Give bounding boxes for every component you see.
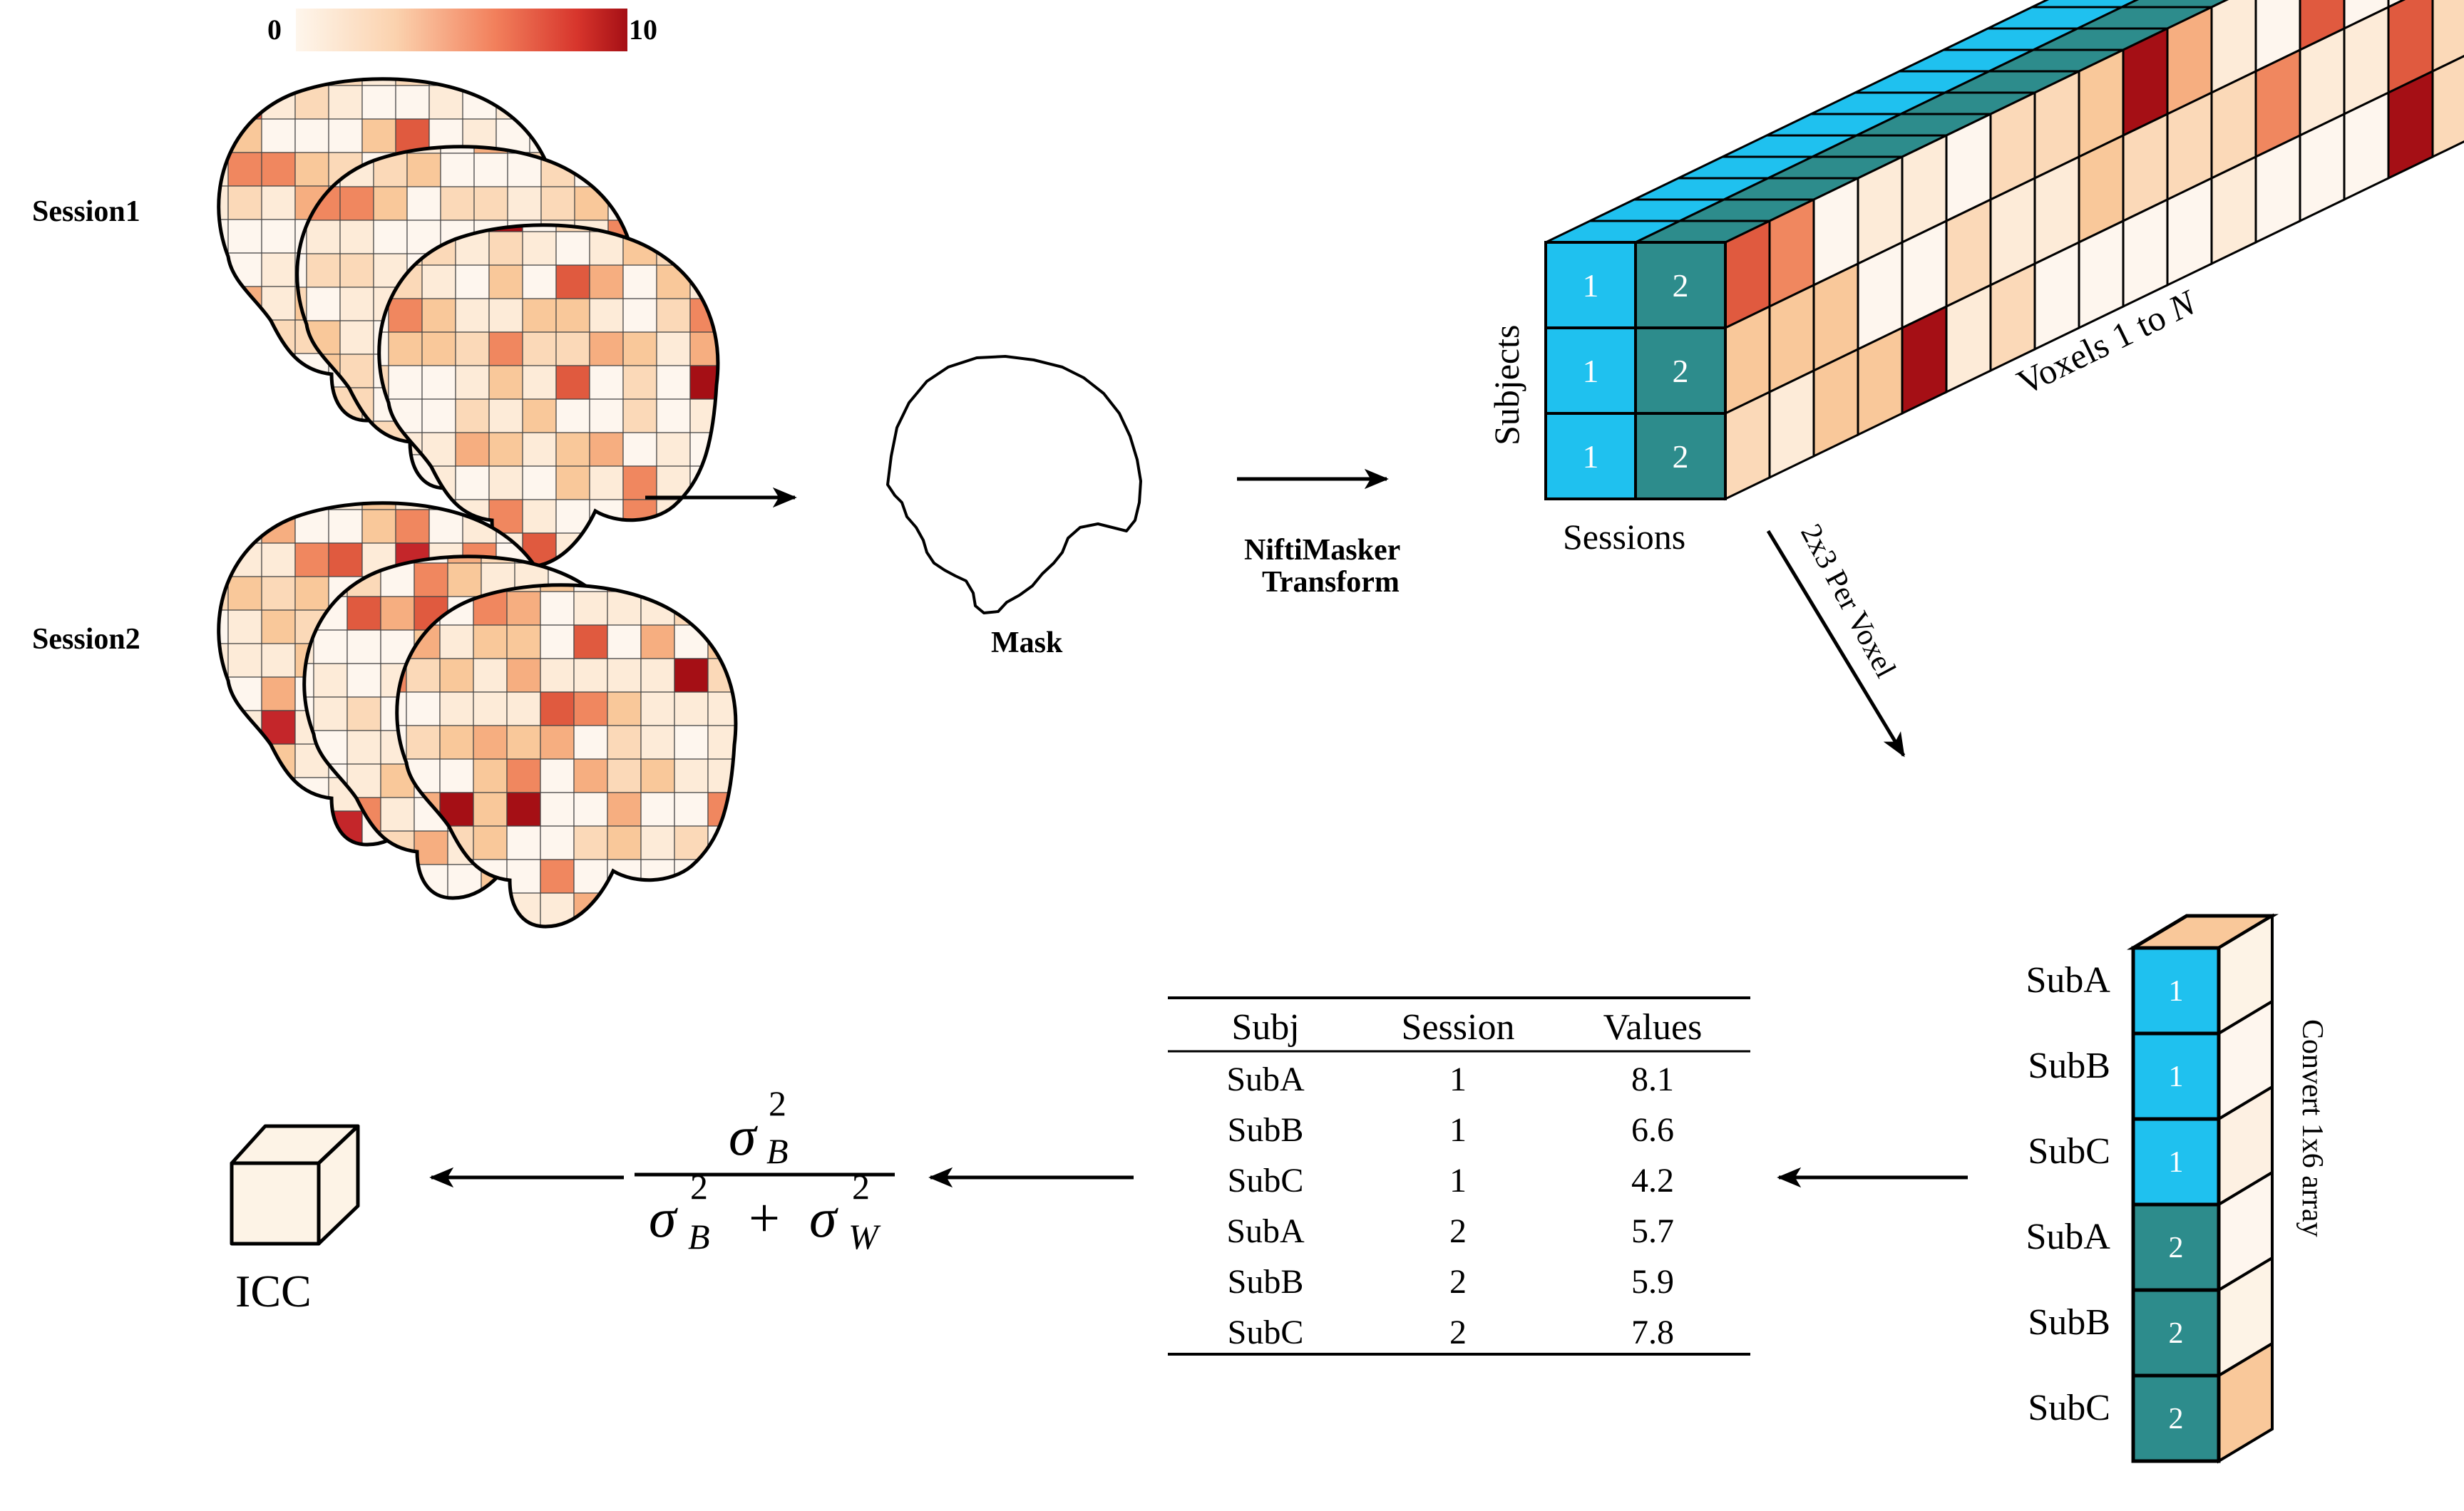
array-row-subject: SubA <box>2026 960 2111 1001</box>
table-cell: SubA <box>1226 1061 1305 1098</box>
array-cell-session: 2 <box>2169 1232 2184 1264</box>
array-row-subject: SubB <box>2028 1046 2110 1086</box>
transform-label-line2: Transform <box>1262 566 1400 599</box>
table-cell: 2 <box>1449 1263 1467 1301</box>
svg-text:2: 2 <box>852 1167 870 1207</box>
table-cell: SubC <box>1228 1162 1304 1200</box>
array-cell-session: 1 <box>2169 975 2184 1008</box>
table-cell: 4.2 <box>1631 1162 1674 1200</box>
table-cell: SubA <box>1226 1212 1305 1250</box>
voxel-session-number: 2 <box>1673 438 1689 475</box>
table-cell: SubB <box>1228 1263 1304 1301</box>
svg-text:+: + <box>749 1187 780 1249</box>
svg-text:σ: σ <box>649 1187 678 1249</box>
formula-numerator: σ 2 B <box>729 1083 789 1171</box>
svg-text:σ: σ <box>729 1105 758 1167</box>
session1-label: Session1 <box>32 195 140 228</box>
array-cell <box>2131 1117 2221 1207</box>
colorbar-min-label: 0 <box>267 14 282 46</box>
voxel-front-face <box>1634 241 1727 329</box>
arrow-per-voxel <box>1766 530 1906 758</box>
brain-slices <box>217 77 738 929</box>
array-1x6: 1 SubA 1 SubB 1 SubC 2 SubA 2 SubB 2 SubC <box>2026 913 2279 1464</box>
array-row-subject: SubC <box>2028 1388 2110 1428</box>
mask-label: Mask <box>991 626 1063 659</box>
table-cell: 5.9 <box>1631 1263 1674 1301</box>
table-cell: 6.6 <box>1631 1111 1674 1149</box>
voxel-session-number: 1 <box>1583 267 1599 304</box>
voxel-front-face <box>1634 412 1727 500</box>
table-cell: 1 <box>1449 1111 1467 1149</box>
array-cell <box>2131 1202 2221 1292</box>
icc-formula: σ 2 B σ 2 B + σ 2 W <box>635 1083 895 1257</box>
colorbar-max-label: 10 <box>629 14 657 46</box>
table-header: Subj <box>1231 1007 1299 1048</box>
array-row-subject: SubB <box>2028 1302 2110 1343</box>
table-cell: SubC <box>1228 1314 1304 1351</box>
formula-denominator: σ 2 B + σ 2 W <box>649 1167 881 1257</box>
icc-cube <box>230 1124 360 1246</box>
table-cell: 5.7 <box>1631 1212 1674 1250</box>
array-row-subject: SubC <box>2028 1131 2110 1172</box>
voxel-session-number: 2 <box>1673 353 1689 389</box>
table-cell: 1 <box>1449 1061 1467 1098</box>
svg-text:2: 2 <box>690 1167 708 1207</box>
array-cell <box>2131 1373 2221 1463</box>
voxel-session-number: 1 <box>1583 438 1599 475</box>
array-cell-session: 2 <box>2169 1317 2184 1350</box>
transform-label-line1: NiftiMasker <box>1244 534 1400 567</box>
voxel-session-number: 1 <box>1583 353 1599 389</box>
voxel-front-face <box>1544 412 1637 500</box>
table-cell: 8.1 <box>1631 1061 1674 1098</box>
svg-text:B: B <box>688 1217 710 1257</box>
svg-text:σ: σ <box>809 1187 838 1249</box>
voxel-front-face <box>1634 326 1727 415</box>
voxel-cube: 1 2 1 2 1 2 <box>1544 0 2464 501</box>
subjects-label: Subjects <box>1487 325 1526 445</box>
table-header: Session <box>1402 1007 1515 1048</box>
array-row-subject: SubA <box>2026 1217 2111 1257</box>
svg-text:W: W <box>848 1217 881 1257</box>
svg-text:2: 2 <box>769 1083 786 1123</box>
table-cell: SubB <box>1228 1111 1304 1149</box>
table-header: Values <box>1603 1007 1703 1048</box>
table-cell: 7.8 <box>1631 1314 1674 1351</box>
array-cell <box>2131 1288 2221 1378</box>
sessions-label: Sessions <box>1563 517 1685 557</box>
convert-label: Convert 1x6 array <box>2296 1019 2329 1237</box>
values-table: Subj Session Values SubA 1 8.1 SubB 1 6.6 SubC 1 4.… <box>1168 996 1750 1356</box>
table-cell: 2 <box>1449 1314 1467 1351</box>
colorbar-gradient <box>296 9 627 51</box>
voxel-session-number: 2 <box>1673 267 1689 304</box>
colorbar: 0 10 <box>267 9 657 51</box>
voxel-front-face <box>1544 326 1637 415</box>
array-cell-session: 1 <box>2169 1061 2184 1093</box>
table-cell: 2 <box>1449 1212 1467 1250</box>
icc-label: ICC <box>235 1266 312 1316</box>
array-cell-session: 2 <box>2169 1403 2184 1435</box>
svg-text:B: B <box>766 1131 789 1171</box>
mask-outline <box>886 355 1142 614</box>
table-cell: 1 <box>1449 1162 1467 1200</box>
session2-label: Session2 <box>32 623 140 656</box>
array-cell-session: 1 <box>2169 1146 2184 1179</box>
